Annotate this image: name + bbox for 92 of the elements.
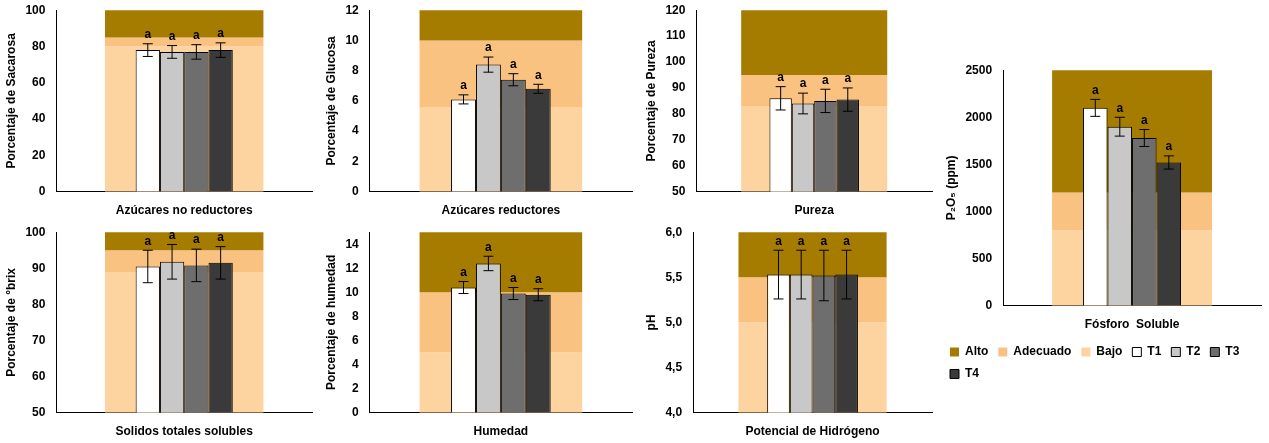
data-label: a	[822, 72, 830, 87]
legend-label: T2	[1186, 344, 1201, 359]
y-tick-label: 12	[345, 260, 360, 275]
y-axis-title: Porcentaje de Glucosa	[323, 35, 338, 166]
data-label: a	[1140, 112, 1148, 127]
x-axis-title: Fósforo Soluble	[1084, 317, 1180, 332]
data-label: a	[509, 270, 517, 285]
data-label: a	[534, 67, 542, 82]
y-tick-label: 2500	[965, 62, 993, 77]
y-tick-label: 10	[345, 284, 360, 299]
y-tick-label: 4	[352, 356, 360, 371]
data-label: a	[843, 233, 851, 248]
legend-label: T4	[965, 366, 980, 381]
y-tick-label: 80	[32, 38, 46, 53]
y-tick-label: 2	[352, 153, 360, 168]
y-tick-label: 2	[352, 380, 360, 395]
y-tick-label: 90	[32, 260, 46, 275]
y-tick-label: 50	[672, 183, 686, 198]
y-tick-label: 1000	[965, 203, 993, 218]
y-tick-label: 4,0	[665, 404, 683, 419]
y-axis-title: Porcentaje de °brix	[3, 267, 18, 377]
data-label: a	[799, 76, 807, 91]
y-tick-label: 5,5	[665, 269, 683, 284]
y-tick-label: 1500	[965, 156, 993, 171]
y-tick-label: 50	[32, 404, 46, 419]
y-tick-label: 0	[38, 183, 46, 198]
data-label: a	[777, 69, 785, 84]
y-tick-label: 20	[32, 147, 46, 162]
data-label: a	[460, 78, 468, 93]
y-tick-label: 10	[345, 32, 360, 47]
y-tick-label: 0	[352, 404, 360, 419]
y-tick-label: 8	[352, 308, 360, 323]
data-label: a	[775, 233, 783, 248]
legend-label: Adecuado	[1013, 344, 1072, 359]
y-tick-label: 60	[32, 75, 46, 90]
y-tick-label: 8	[352, 62, 360, 77]
y-tick-label: 6	[352, 332, 360, 347]
data-label: a	[1116, 100, 1124, 115]
legend-label: T1	[1147, 344, 1162, 359]
data-label: a	[217, 26, 225, 41]
data-label: a	[797, 233, 805, 248]
y-axis-title: Porcentaje de Pureza	[643, 39, 658, 162]
y-tick-label: 80	[32, 296, 46, 311]
y-tick-label: 70	[32, 332, 46, 347]
data-label: a	[217, 229, 225, 244]
data-label: a	[534, 272, 542, 287]
y-tick-label: 40	[32, 111, 46, 126]
y-tick-label: 0	[352, 183, 360, 198]
y-tick-label: 100	[25, 224, 46, 239]
y-axis-title: pH	[643, 314, 658, 331]
data-label: a	[509, 57, 517, 71]
data-label: a	[193, 232, 201, 247]
data-label: a	[1165, 139, 1173, 154]
data-label: a	[144, 233, 152, 248]
y-axis-title: Porcentaje de humedad	[323, 254, 338, 391]
y-tick-label: 60	[672, 158, 686, 172]
x-axis-title: Potencial de Hidrógeno	[745, 424, 880, 439]
y-tick-label: 6,0	[665, 224, 683, 239]
x-axis-title: Humedad	[473, 424, 529, 439]
legend-label: Alto	[965, 344, 989, 359]
y-tick-label: 60	[32, 368, 46, 383]
y-tick-label: 100	[665, 54, 686, 69]
data-label: a	[168, 227, 176, 242]
y-tick-label: 120	[665, 2, 686, 17]
data-label: a	[820, 233, 828, 248]
y-tick-label: 500	[972, 250, 993, 265]
legend-label: Bajo	[1096, 344, 1123, 359]
y-tick-label: 6	[352, 93, 360, 108]
y-tick-label: 12	[345, 2, 360, 17]
y-tick-label: 4,5	[665, 359, 683, 374]
y-tick-label: 0	[985, 297, 993, 312]
data-label: a	[460, 264, 468, 279]
y-axis-title: Porcentaje de Sacarosa	[3, 32, 18, 169]
y-tick-label: 14	[345, 236, 360, 251]
legend-label: T3	[1225, 344, 1240, 359]
x-axis-title: Solidos totales solubles	[115, 424, 254, 439]
data-label: a	[485, 40, 493, 55]
data-label: a	[1091, 82, 1099, 97]
y-tick-label: 110	[666, 28, 686, 43]
data-label: a	[485, 239, 493, 254]
y-tick-label: 5,0	[665, 314, 683, 329]
x-axis-title: Pureza	[794, 203, 835, 218]
y-tick-label: 4	[352, 123, 360, 138]
data-label: a	[844, 71, 852, 86]
y-tick-label: 100	[25, 2, 46, 17]
y-tick-label: 2000	[965, 109, 993, 124]
x-axis-title: Azúcares reductores	[441, 203, 561, 218]
y-tick-label: 70	[672, 132, 686, 147]
y-tick-label: 80	[672, 106, 686, 121]
x-axis-title: Azúcares no reductores	[115, 203, 253, 218]
y-axis-title: P₂O₅ (ppm)	[943, 155, 958, 221]
y-tick-label: 90	[672, 80, 686, 95]
